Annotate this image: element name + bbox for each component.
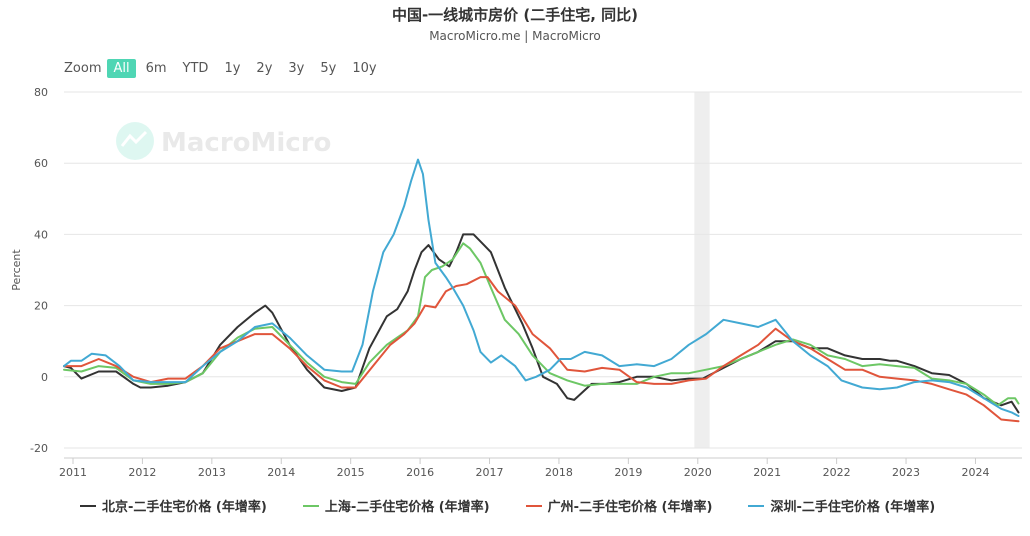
- y-tick-label: 20: [34, 300, 48, 313]
- legend-label-guangzhou: 广州-二手住宅价格 (年增率): [547, 500, 713, 515]
- legend-item-shanghai[interactable]: 上海-二手住宅价格 (年增率): [302, 496, 490, 515]
- legend-swatch-guangzhou: [525, 504, 542, 507]
- x-tick-label: 2014: [267, 466, 295, 479]
- series-line-1[interactable]: [63, 242, 1020, 407]
- range-button-5y[interactable]: 5y: [320, 60, 337, 76]
- watermark-logo-icon: [116, 122, 154, 160]
- x-tick-label: 2019: [614, 466, 642, 479]
- range-selector: Zoom All 6m YTD 1y 2y 3y 5y 10y: [64, 57, 387, 79]
- x-tick-label: 2013: [198, 466, 226, 479]
- x-tick-label: 2021: [753, 466, 781, 479]
- legend-label-shanghai: 上海-二手住宅价格 (年增率): [324, 500, 490, 515]
- x-tick-label: 2023: [892, 466, 920, 479]
- x-tick-label: 2017: [476, 466, 504, 479]
- series-line-0[interactable]: [63, 233, 1020, 414]
- legend-label-shenzhen: 深圳-二手住宅价格 (年增率): [770, 500, 936, 515]
- x-tick-label: 2022: [823, 466, 851, 479]
- x-tick-label: 2024: [961, 466, 989, 479]
- shaded-period-band: [694, 92, 710, 448]
- range-button-all[interactable]: All: [107, 58, 136, 78]
- legend-swatch-shanghai: [302, 504, 319, 507]
- legend-item-shenzhen[interactable]: 深圳-二手住宅价格 (年增率): [748, 496, 935, 515]
- watermark-logo-stroke: [120, 130, 148, 147]
- range-button-ytd[interactable]: YTD: [182, 60, 209, 76]
- y-tick-label: 60: [34, 157, 48, 170]
- range-button-6m[interactable]: 6m: [145, 60, 167, 76]
- x-tick-label: 2011: [59, 466, 87, 479]
- legend-label-beijing: 北京-二手住宅价格 (年增率): [102, 500, 267, 515]
- chart-title: 中国-一线城市房价 (二手住宅, 同比): [391, 6, 639, 24]
- zoom-label: Zoom: [64, 60, 102, 76]
- x-tick-label: 2018: [545, 466, 573, 479]
- y-tick-label: 40: [34, 228, 48, 241]
- x-tick-label: 2016: [406, 466, 434, 479]
- legend-item-beijing[interactable]: 北京-二手住宅价格 (年增率): [80, 496, 267, 515]
- watermark: MacroMicro: [116, 122, 331, 160]
- y-axis-label: Percent: [10, 249, 23, 291]
- range-button-2y[interactable]: 2y: [256, 60, 273, 76]
- x-tick-label: 2020: [684, 466, 712, 479]
- range-button-3y[interactable]: 3y: [288, 60, 305, 76]
- y-tick-label: 0: [41, 371, 48, 384]
- axis-layer: -20 0 20 40 60 80 2011 2012 2013 2014 2015 2016 2017…: [30, 86, 1022, 479]
- range-button-1y[interactable]: 1y: [224, 60, 241, 76]
- y-tick-label: 80: [34, 86, 48, 99]
- legend-swatch-beijing: [80, 504, 96, 507]
- series-line-3[interactable]: [63, 158, 1020, 417]
- legend-swatch-shenzhen: [748, 504, 765, 507]
- series-line-2[interactable]: [63, 276, 1020, 423]
- chart-legend: 北京-二手住宅价格 (年增率) 上海-二手住宅价格 (年增率) 广州-二手住宅价…: [80, 496, 971, 515]
- series-layer: [63, 158, 1020, 423]
- watermark-text: MacroMicro: [161, 128, 331, 158]
- legend-item-guangzhou[interactable]: 广州-二手住宅价格 (年增率): [525, 496, 713, 515]
- chart-subtitle: MacroMicro.me | MacroMicro: [429, 29, 601, 43]
- range-button-10y[interactable]: 10y: [352, 60, 377, 76]
- x-tick-label: 2012: [128, 466, 156, 479]
- y-tick-label: -20: [30, 442, 48, 455]
- x-tick-label: 2015: [337, 466, 365, 479]
